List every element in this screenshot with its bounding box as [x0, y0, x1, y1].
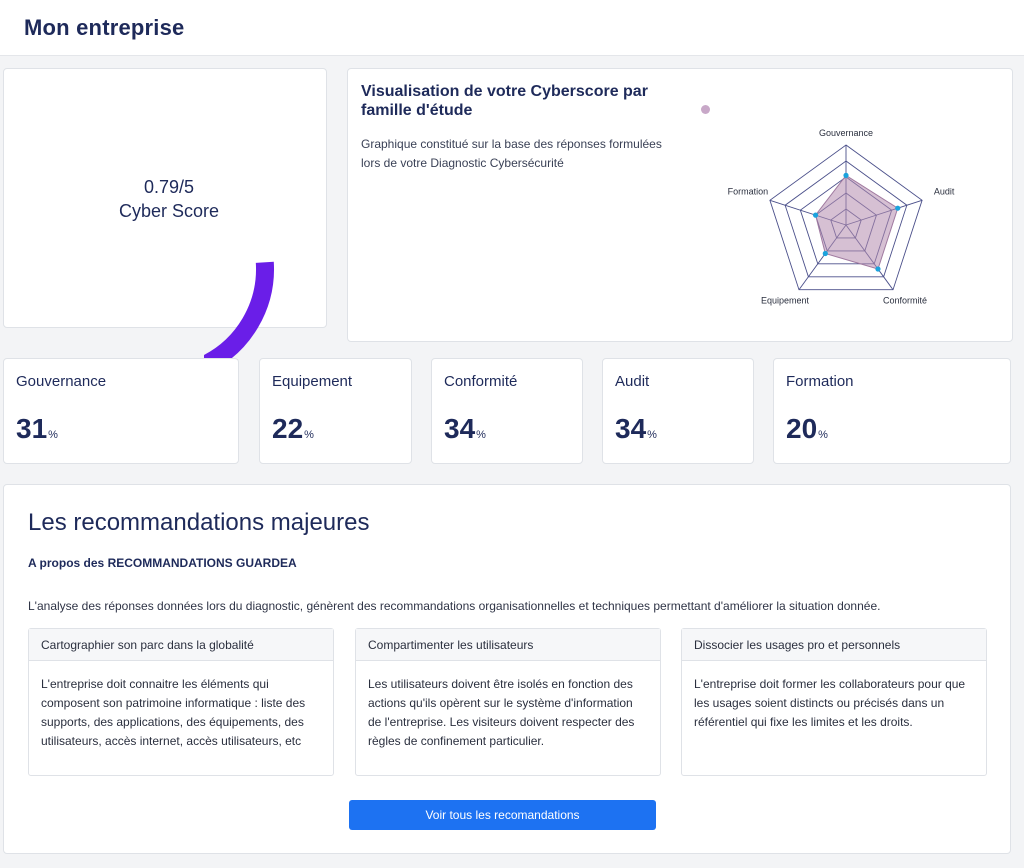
- stat-value: 31%: [16, 413, 58, 444]
- radar-axis-labels: Gouvernance Audit Conformité Equipement Form…: [728, 128, 955, 306]
- recommendation-item-title: Cartographier son parc dans la globalité: [29, 629, 333, 661]
- cyber-score-text: 0.79/5 Cyber Score: [94, 175, 244, 223]
- radar-point-audit[interactable]: [895, 205, 901, 211]
- recommendation-item-title: Compartimenter les utilisateurs: [356, 629, 660, 661]
- radar-point-conformité[interactable]: [875, 266, 881, 272]
- radar-point-gouvernance[interactable]: [843, 172, 849, 178]
- cyber-score-gauge-arc: [204, 261, 274, 359]
- recommendations-subtitle: A propos des RECOMMANDATIONS GUARDEA: [28, 556, 297, 570]
- recommendations-title: Les recommandations majeures: [28, 509, 370, 536]
- stat-label: Formation: [786, 373, 854, 390]
- recommendation-item: Compartimenter les utilisateurs Les util…: [355, 628, 661, 776]
- radar-point-equipement[interactable]: [822, 250, 828, 257]
- radar-axis-label: Conformité: [883, 296, 927, 306]
- stat-card-equipement: Equipement 22%: [259, 358, 412, 464]
- radar-chart: Gouvernance Audit Conformité Equipement Form…: [728, 128, 955, 306]
- cyber-score-gauge: [204, 261, 274, 359]
- radar-grid-ring-4: [784, 160, 908, 278]
- radar-grid-ring-5: [769, 144, 923, 291]
- recommendation-item-body: L'entreprise doit connaitre les éléments…: [41, 677, 306, 748]
- recommendation-item-body: L'entreprise doit former les collaborate…: [694, 677, 966, 729]
- cyber-score-value: 0.79/5: [143, 177, 195, 197]
- stat-label: Conformité: [444, 373, 518, 390]
- radar-point-formation[interactable]: [812, 212, 819, 218]
- stat-label: Equipement: [272, 373, 353, 390]
- recommendation-item: Cartographier son parc dans la globalité…: [28, 628, 334, 776]
- cyber-score-card: 0.79/5 Cyber Score: [3, 68, 327, 359]
- page-header: Mon entreprise: [0, 0, 1024, 56]
- stat-card-conformite: Conformité 34%: [431, 358, 583, 464]
- stat-card-gouvernance: Gouvernance 31%: [3, 358, 239, 464]
- radar-points: [812, 172, 901, 272]
- radar-axis-label: Gouvernance: [819, 128, 873, 138]
- stat-value: 34%: [444, 413, 486, 444]
- radar-axis-label: Equipement: [761, 296, 810, 306]
- stat-value: 22%: [272, 413, 314, 444]
- view-all-recommendations-button[interactable]: Voir tous les recomandations: [349, 800, 656, 830]
- stat-card-audit: Audit 34%: [602, 358, 754, 464]
- recommendation-item-title: Dissocier les usages pro et personnels: [682, 629, 986, 661]
- recommendation-item-body: Les utilisateurs doivent être isolés en …: [368, 677, 635, 748]
- radar-axis-label: Formation: [728, 186, 769, 196]
- stat-label: Gouvernance: [16, 373, 107, 390]
- radar-title: Visualisation de votre Cyberscore par fa…: [361, 83, 648, 119]
- radar-axis-label: Audit: [934, 186, 955, 196]
- radar-legend-dot[interactable]: [701, 105, 710, 114]
- stat-value: 20%: [786, 413, 828, 444]
- radar-card: Visualisation de votre Cyberscore par fa…: [347, 68, 1013, 342]
- radar-description: Graphique constitué sur la base des répo…: [361, 137, 662, 170]
- radar-series-area: [815, 174, 899, 270]
- stat-label: Audit: [615, 373, 650, 390]
- recommendations-description: L'analyse des réponses données lors du d…: [28, 599, 881, 613]
- stat-card-formation: Formation 20%: [773, 358, 1011, 464]
- stat-value: 34%: [615, 413, 657, 444]
- cyber-score-label: Cyber Score: [118, 201, 220, 221]
- page-title: Mon entreprise: [24, 15, 185, 40]
- recommendations-card: Les recommandations majeures A propos de…: [3, 484, 1011, 854]
- recommendation-item: Dissocier les usages pro et personnels L…: [681, 628, 987, 776]
